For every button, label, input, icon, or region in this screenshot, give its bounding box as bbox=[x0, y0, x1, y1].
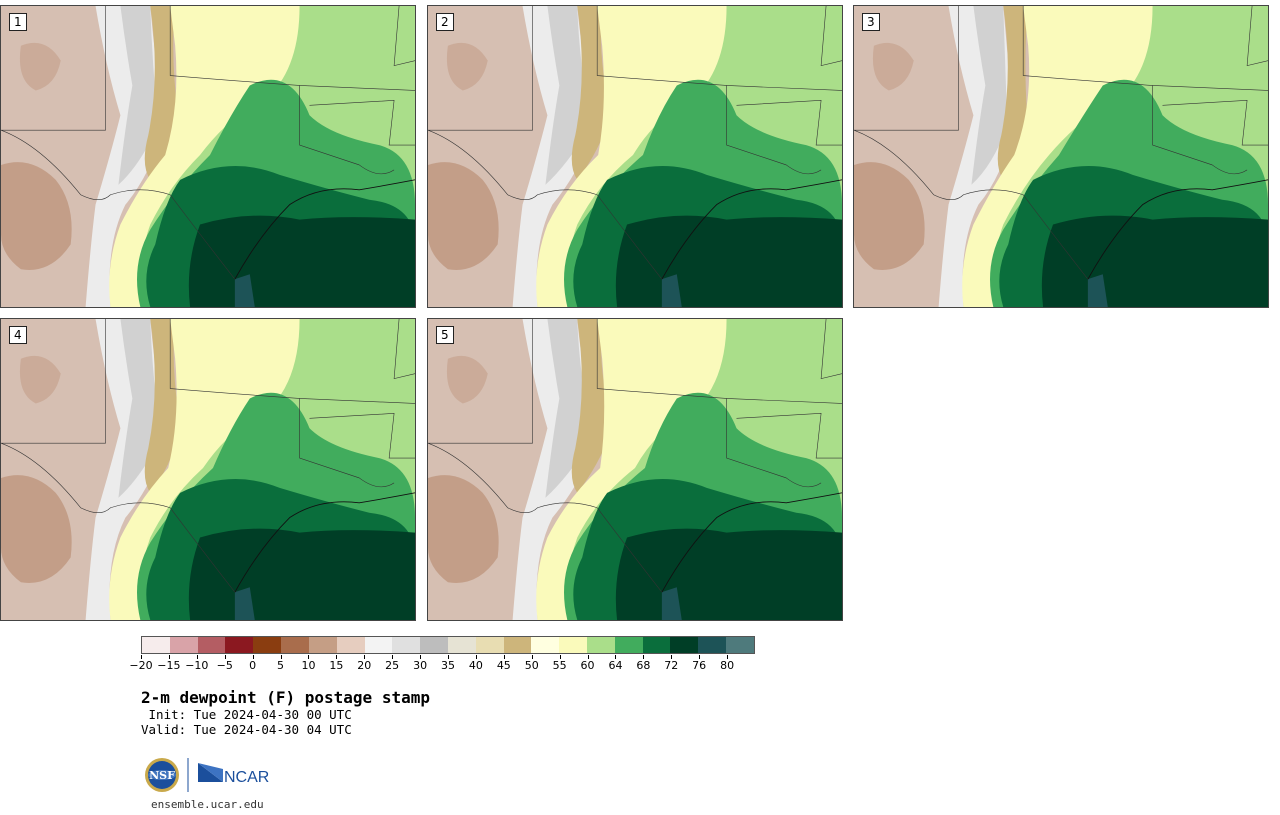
colorbar-tick bbox=[141, 655, 142, 659]
colorbar-tick bbox=[559, 655, 561, 659]
colorbar-swatch bbox=[447, 637, 476, 653]
colorbar-tick bbox=[168, 655, 170, 659]
colorbar-tick bbox=[587, 655, 589, 659]
colorbar-swatch bbox=[225, 637, 254, 653]
ncar-logo-icon: NCAR bbox=[198, 763, 269, 786]
colorbar bbox=[141, 636, 755, 654]
dewpoint-map-1 bbox=[1, 6, 415, 307]
colorbar-tick bbox=[336, 655, 338, 659]
member-label: 1 bbox=[9, 13, 27, 31]
colorbar-swatch bbox=[698, 637, 727, 653]
dewpoint-map-2 bbox=[428, 6, 842, 307]
colorbar-tick bbox=[643, 655, 645, 659]
colorbar-tick bbox=[308, 655, 310, 659]
colorbar-swatch bbox=[642, 637, 671, 653]
colorbar-swatch bbox=[308, 637, 337, 653]
colorbar-swatch bbox=[142, 637, 170, 653]
colorbar-swatch bbox=[559, 637, 587, 653]
colorbar-swatch bbox=[420, 637, 448, 653]
colorbar-tick-label: 0 bbox=[249, 659, 257, 672]
colorbar-tick-label: 20 bbox=[357, 659, 372, 672]
colorbar-swatch bbox=[531, 637, 560, 653]
colorbar-swatch bbox=[475, 637, 504, 653]
colorbar-tick-label: 5 bbox=[277, 659, 285, 672]
valid-time: Valid: Tue 2024-04-30 04 UTC bbox=[141, 722, 352, 737]
member-label: 5 bbox=[436, 326, 454, 344]
dewpoint-map-4 bbox=[1, 319, 415, 620]
colorbar-swatch bbox=[336, 637, 365, 653]
member-label: 2 bbox=[436, 13, 454, 31]
colorbar-tick-label: 64 bbox=[608, 659, 623, 672]
svg-text:NSF: NSF bbox=[149, 769, 175, 782]
colorbar-tick-label: 50 bbox=[524, 659, 539, 672]
member-panel-2: 2 bbox=[427, 5, 843, 308]
plot-title: 2-m dewpoint (F) postage stamp bbox=[141, 688, 430, 707]
colorbar-tick-label: −10 bbox=[185, 659, 209, 672]
colorbar-tick-label: 30 bbox=[413, 659, 428, 672]
member-label: 4 bbox=[9, 326, 27, 344]
svg-text:NCAR: NCAR bbox=[224, 769, 269, 786]
colorbar-tick-label: 45 bbox=[496, 659, 511, 672]
member-label: 3 bbox=[862, 13, 880, 31]
nsf-logo-icon: NSF bbox=[145, 758, 179, 792]
member-panel-3: 3 bbox=[853, 5, 1269, 308]
colorbar-ticks: −20 −15 −10 −5 0 5 10 15 20 25 30 35 40 45 50 55 60 64 68 7… bbox=[129, 655, 755, 675]
colorbar-tick-label: −20 bbox=[129, 659, 153, 672]
colorbar-tick-label: 40 bbox=[468, 659, 483, 672]
colorbar-tick bbox=[727, 655, 729, 659]
colorbar-tick bbox=[475, 655, 477, 659]
colorbar-tick bbox=[224, 655, 226, 659]
colorbar-tick-label: −5 bbox=[216, 659, 233, 672]
colorbar-tick bbox=[420, 655, 422, 659]
colorbar-tick-label: 55 bbox=[552, 659, 567, 672]
colorbar-tick bbox=[671, 655, 673, 659]
colorbar-swatch bbox=[253, 637, 282, 653]
colorbar-tick bbox=[503, 655, 505, 659]
colorbar-swatch bbox=[169, 637, 198, 653]
colorbar-tick-label: 10 bbox=[301, 659, 316, 672]
website-link[interactable]: ensemble.ucar.edu bbox=[151, 798, 264, 811]
colorbar-tick-label: 80 bbox=[720, 659, 735, 672]
dewpoint-map-3 bbox=[854, 6, 1268, 307]
colorbar-tick bbox=[196, 655, 198, 659]
colorbar-swatch bbox=[392, 637, 421, 653]
init-time: Init: Tue 2024-04-30 00 UTC bbox=[141, 707, 352, 722]
colorbar-tick-label: 35 bbox=[441, 659, 455, 672]
nsf-ncar-logos: NSF NCAR bbox=[145, 758, 269, 792]
member-panel-4: 4 bbox=[0, 318, 416, 621]
colorbar-tick bbox=[364, 655, 366, 659]
colorbar-tick-label: 76 bbox=[692, 659, 707, 672]
dewpoint-map-5 bbox=[428, 319, 842, 620]
colorbar-tick bbox=[615, 655, 617, 659]
colorbar-tick bbox=[448, 655, 449, 659]
colorbar-tick-label: 60 bbox=[580, 659, 595, 672]
member-panel-5: 5 bbox=[427, 318, 843, 621]
colorbar-tick-label: 25 bbox=[385, 659, 400, 672]
colorbar-swatch bbox=[281, 637, 309, 653]
colorbar-tick bbox=[280, 655, 282, 659]
colorbar-swatch bbox=[614, 637, 643, 653]
colorbar-tick-label: −15 bbox=[157, 659, 181, 672]
colorbar-swatch bbox=[503, 637, 532, 653]
colorbar-swatch bbox=[587, 637, 615, 653]
colorbar-swatch bbox=[364, 637, 393, 653]
colorbar-tick-label: 68 bbox=[636, 659, 651, 672]
colorbar-tick bbox=[699, 655, 701, 659]
colorbar-tick-label: 15 bbox=[329, 659, 344, 672]
colorbar-tick-label: 72 bbox=[664, 659, 679, 672]
colorbar-swatch bbox=[197, 637, 226, 653]
colorbar-tick bbox=[252, 655, 254, 659]
colorbar-swatch bbox=[726, 637, 754, 653]
colorbar-swatch bbox=[670, 637, 699, 653]
colorbar-tick bbox=[392, 655, 394, 659]
colorbar-tick bbox=[531, 655, 533, 659]
member-panel-1: 1 bbox=[0, 5, 416, 308]
